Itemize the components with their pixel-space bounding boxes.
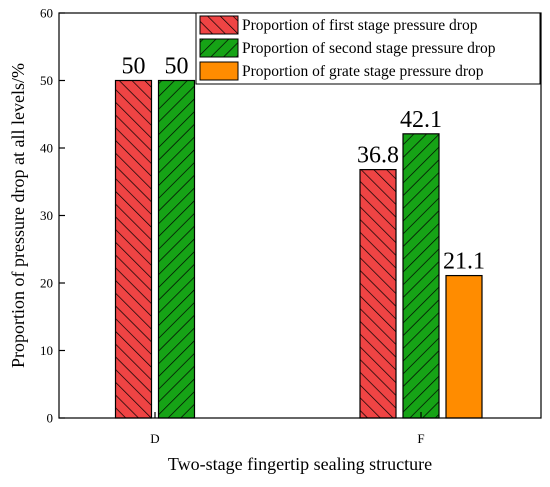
bar-D-series-1 bbox=[114, 79, 153, 419]
x-tick-label: D bbox=[150, 431, 159, 446]
x-axis-title: Two-stage fingertip sealing structure bbox=[168, 454, 432, 474]
bar-D-series-2 bbox=[157, 79, 196, 419]
y-axis: 0 10 20 30 40 50 60 bbox=[40, 6, 65, 426]
legend-swatch bbox=[199, 38, 239, 58]
y-tick-label: 50 bbox=[40, 73, 53, 88]
bar-F-series-3 bbox=[445, 274, 483, 419]
data-label: 42.1 bbox=[400, 107, 442, 133]
bar-F-series-2 bbox=[402, 133, 440, 419]
data-label: 36.8 bbox=[357, 143, 399, 169]
data-label: 50 bbox=[122, 54, 146, 80]
y-tick-label: 20 bbox=[40, 276, 53, 291]
legend-label: Proportion of first stage pressure drop bbox=[242, 17, 478, 34]
data-label: 50 bbox=[165, 54, 189, 80]
y-axis-title: Proportion of pressure drop at all level… bbox=[8, 63, 28, 368]
y-tick-label: 60 bbox=[40, 6, 53, 21]
legend-frame bbox=[195, 12, 541, 85]
y-tick-label: 30 bbox=[40, 208, 53, 223]
legend-label: Proportion of grate stage pressure drop bbox=[242, 63, 484, 80]
data-labels-layer: 50 50 36.842.1 21.1 bbox=[122, 54, 486, 275]
legend-swatch bbox=[199, 15, 239, 35]
bars-layer bbox=[114, 79, 483, 419]
legend: Proportion of first stage pressure drop P… bbox=[195, 12, 541, 85]
bar-F-series-1 bbox=[359, 169, 397, 419]
legend-label: Proportion of second stage pressure drop bbox=[242, 40, 496, 57]
legend-swatch bbox=[199, 61, 239, 81]
y-tick-label: 0 bbox=[47, 411, 54, 426]
data-label: 21.1 bbox=[443, 249, 485, 275]
y-tick-label: 10 bbox=[40, 343, 53, 358]
y-tick-label: 40 bbox=[40, 141, 53, 156]
x-tick-label: F bbox=[417, 431, 424, 446]
